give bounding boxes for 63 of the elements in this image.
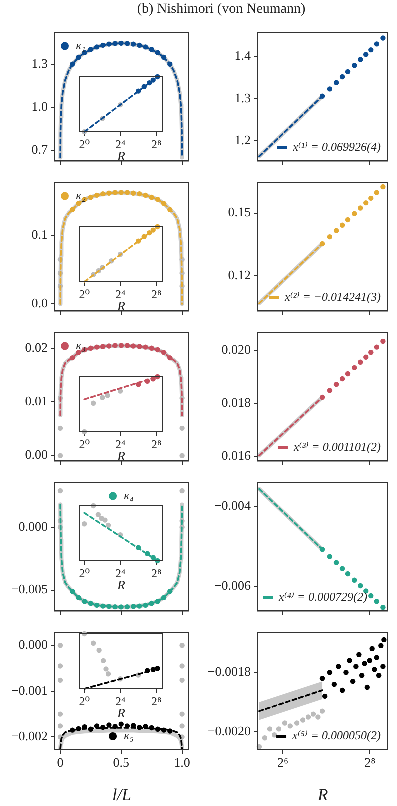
y-tick-label: −0.005 <box>11 582 48 597</box>
y-tick-label: 0.01 <box>25 394 48 409</box>
legend-label: x⁽³⁾ = 0.001101(2) <box>292 440 382 454</box>
legend-label: κ₂ <box>76 188 86 202</box>
x-tick-label: 2⁸ <box>151 287 162 302</box>
legend-label: x⁽⁵⁾ = 0.000050(2) <box>292 728 382 743</box>
y-tick-label: 1.4 <box>234 48 252 64</box>
y-tick-label: −0.002 <box>11 728 48 744</box>
x-tick-label: 2⁴ <box>116 566 126 580</box>
x-axis-title: R <box>116 148 126 164</box>
y-tick-label: 0.7 <box>32 142 48 157</box>
y-tick-label: 1.3 <box>32 56 48 71</box>
x-tick-label: 2⁴ <box>116 694 126 708</box>
x-axis-title: R <box>316 785 329 804</box>
y-tick-label: 0.15 <box>228 204 251 220</box>
x-tick-label: 2⁰ <box>79 566 90 580</box>
y-tick-label: −0.001 <box>11 682 48 698</box>
x-tick-label: 2⁰ <box>79 287 90 302</box>
x-tick-label: 2⁴ <box>116 437 126 452</box>
legend-label: x⁽⁴⁾ = 0.000729(2) <box>278 590 368 604</box>
y-tick-label: −0.004 <box>214 498 252 514</box>
x-tick-label: 2⁸ <box>151 694 162 708</box>
y-tick-label: 1.0 <box>32 98 48 114</box>
x-tick-label: 2⁰ <box>79 137 90 152</box>
x-tick-label: 2⁸ <box>151 566 162 580</box>
x-tick-label: 0 <box>57 755 64 770</box>
y-tick-label: 0.016 <box>222 448 252 463</box>
x-tick-label: 2⁸ <box>151 437 162 452</box>
x-tick-label: 2⁴ <box>116 287 126 302</box>
y-tick-label: 0.1 <box>32 227 48 242</box>
x-tick-label: 2⁸ <box>364 755 376 770</box>
y-tick-label: 0.018 <box>222 395 251 410</box>
legend-label: κ₅ <box>124 728 134 743</box>
y-tick-label: 0.0 <box>32 296 48 311</box>
y-tick-label: −0.0018 <box>208 664 251 680</box>
x-tick-label: 2⁴ <box>116 137 126 152</box>
y-tick-label: 0.000 <box>18 518 48 534</box>
legend-label: κ₁ <box>76 38 86 52</box>
y-tick-label: 0.12 <box>228 267 251 282</box>
legend-label: x⁽²⁾ = −0.014241(3) <box>284 290 382 304</box>
y-tick-label: 0.00 <box>25 447 48 462</box>
x-tick-label: 1.0 <box>174 755 190 770</box>
x-axis-title: R <box>116 448 126 464</box>
y-tick-label: 1.2 <box>234 132 251 148</box>
x-tick-label: 2⁰ <box>79 694 90 708</box>
y-tick-label: −0.0020 <box>208 724 251 739</box>
legend-label: κ₃ <box>76 338 86 352</box>
x-tick-label: 2⁶ <box>277 755 289 770</box>
x-axis-title: R <box>116 578 126 593</box>
x-tick-label: 0.5 <box>113 755 130 770</box>
y-tick-label: 0.000 <box>18 637 48 652</box>
y-tick-label: −0.006 <box>214 578 252 594</box>
x-axis-title: l/L <box>112 785 132 804</box>
x-tick-label: 2⁰ <box>79 437 90 452</box>
x-axis-title: R <box>116 298 126 314</box>
legend-label: x⁽¹⁾ = 0.069926(4) <box>292 140 382 154</box>
x-axis-title: R <box>116 706 126 721</box>
text: (b) Nishimori (von Neumann) <box>136 2 307 18</box>
x-tick-label: 2⁸ <box>151 137 162 152</box>
legend-label: κ₄ <box>124 488 134 502</box>
y-tick-label: 1.3 <box>234 90 251 106</box>
y-tick-label: 0.02 <box>25 340 48 355</box>
y-tick-label: 0.020 <box>222 342 251 358</box>
